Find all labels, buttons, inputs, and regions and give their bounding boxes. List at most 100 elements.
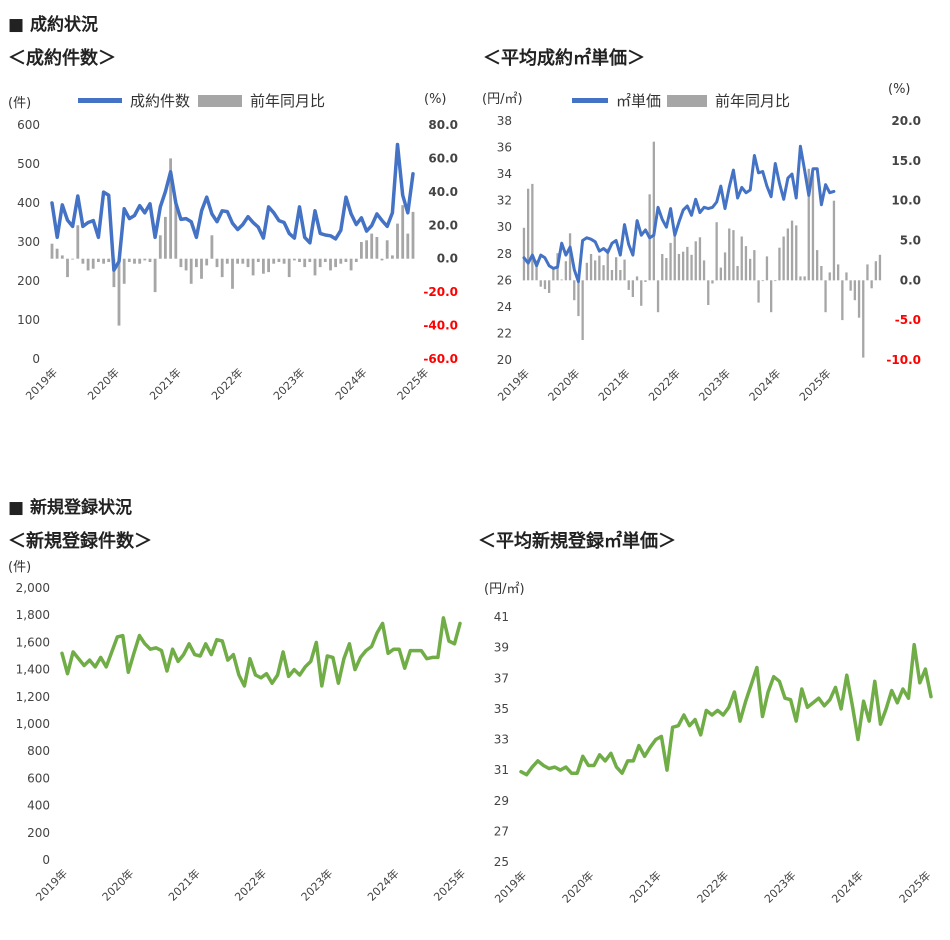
- yoy-bar: [635, 276, 639, 281]
- yoy-bar: [334, 258, 337, 268]
- y2-tick-label: 20.0: [891, 114, 921, 128]
- yoy-bar: [690, 254, 693, 281]
- yoy-bar: [728, 228, 731, 281]
- x-tick-label: 2021年: [165, 866, 202, 903]
- yoy-bar: [795, 225, 798, 281]
- legend-label-bar: 前年同月比: [250, 92, 326, 110]
- y-tick-label: 400: [17, 196, 40, 210]
- yoy-bar: [631, 280, 634, 297]
- y-tick-label: 28: [497, 247, 512, 261]
- yoy-bar: [313, 258, 317, 276]
- yoy-bar: [277, 258, 281, 262]
- y-tick-label: 41: [494, 610, 509, 624]
- x-tick-label: 2024年: [332, 365, 369, 402]
- x-tick-label: 2023年: [298, 866, 335, 903]
- yoy-bar: [406, 233, 410, 259]
- yoy-bar: [522, 227, 526, 281]
- y-tick-label: 500: [17, 157, 40, 171]
- yoy-bar: [602, 265, 605, 281]
- yoy-bar: [344, 258, 348, 262]
- x-tick-label: 2023年: [270, 365, 307, 402]
- yoy-bar: [694, 241, 697, 281]
- left-unit-contract-price: (円/㎡): [482, 92, 523, 107]
- y2-tick-label: 60.0: [428, 151, 458, 165]
- yoy-bar: [702, 260, 706, 281]
- y-tick-label: 33: [494, 733, 509, 747]
- x-tick-label: 2019年: [492, 868, 529, 905]
- y-tick-label: 200: [17, 274, 40, 288]
- yoy-bar: [396, 223, 399, 259]
- x-tick-label: 2019年: [495, 366, 532, 403]
- y-tick-label: 25: [494, 855, 509, 869]
- yoy-bar: [615, 257, 618, 281]
- yoy-bar: [862, 280, 865, 358]
- yoy-bar: [686, 246, 689, 281]
- yoy-bar: [853, 280, 856, 301]
- y2-tick-label: -10.0: [886, 353, 921, 367]
- yoy-bar: [824, 280, 827, 313]
- yoy-bar: [610, 270, 614, 281]
- yoy-bar: [715, 222, 718, 281]
- legend-line-swatch: [572, 98, 608, 103]
- yoy-bar: [711, 280, 714, 284]
- yoy-bar: [841, 280, 844, 321]
- yoy-bar: [878, 254, 882, 281]
- y-tick-label: 20: [497, 353, 512, 367]
- y-tick-label: 32: [497, 194, 512, 208]
- x-tick-label: 2024年: [829, 868, 866, 905]
- x-tick-label: 2022年: [208, 365, 245, 402]
- yoy-bar: [589, 254, 593, 281]
- yoy-bar: [677, 254, 681, 281]
- yoy-bar: [303, 258, 307, 268]
- yoy-bar: [215, 258, 219, 268]
- y2-tick-label: -40.0: [423, 319, 458, 333]
- yoy-bar: [761, 280, 764, 282]
- series-line: [60, 616, 462, 688]
- yoy-bar: [543, 280, 547, 290]
- legend-bar-swatch: [667, 94, 708, 107]
- yoy-bar: [287, 258, 291, 278]
- yoy-bar: [753, 250, 756, 281]
- yoy-bar: [661, 254, 664, 281]
- x-tick-label: 2025年: [431, 866, 468, 903]
- x-tick-label: 2019年: [23, 365, 60, 402]
- yoy-bar: [205, 258, 209, 266]
- yoy-bar: [184, 258, 188, 271]
- yoy-bar: [774, 280, 777, 282]
- y-tick-label: 29: [494, 794, 509, 808]
- yoy-bar: [719, 267, 722, 281]
- y-tick-label: 600: [17, 118, 40, 132]
- yoy-bar: [298, 258, 301, 262]
- yoy-bar: [585, 262, 588, 281]
- yoy-bar: [189, 258, 193, 284]
- yoy-bar: [246, 258, 250, 268]
- yoy-bar: [153, 258, 157, 293]
- yoy-bar: [673, 233, 676, 281]
- y-tick-label: 26: [497, 273, 512, 287]
- x-tick-label: 2021年: [626, 868, 663, 905]
- yoy-bar: [669, 242, 672, 281]
- yoy-bar: [174, 200, 178, 259]
- yoy-bar: [66, 258, 69, 278]
- yoy-bar: [272, 258, 276, 264]
- y-tick-label: 27: [494, 824, 509, 838]
- yoy-bar: [262, 258, 265, 274]
- y-tick-label: 37: [494, 671, 509, 685]
- yoy-bar: [849, 280, 852, 291]
- x-tick-label: 2025年: [796, 366, 833, 403]
- x-tick-label: 2022年: [694, 868, 731, 905]
- yoy-bar: [736, 266, 739, 281]
- yoy-bar: [828, 272, 831, 281]
- yoy-bar: [816, 250, 819, 281]
- yoy-bar: [220, 258, 224, 278]
- yoy-bar: [323, 258, 327, 262]
- yoy-bar: [857, 280, 861, 318]
- x-tick-label: 2022年: [645, 366, 682, 403]
- y-tick-label: 30: [497, 220, 512, 234]
- yoy-bar: [778, 247, 781, 281]
- yoy-bar: [770, 280, 773, 313]
- yoy-bar: [329, 258, 332, 271]
- x-tick-label: 2024年: [364, 866, 401, 903]
- yoy-bar: [76, 225, 80, 259]
